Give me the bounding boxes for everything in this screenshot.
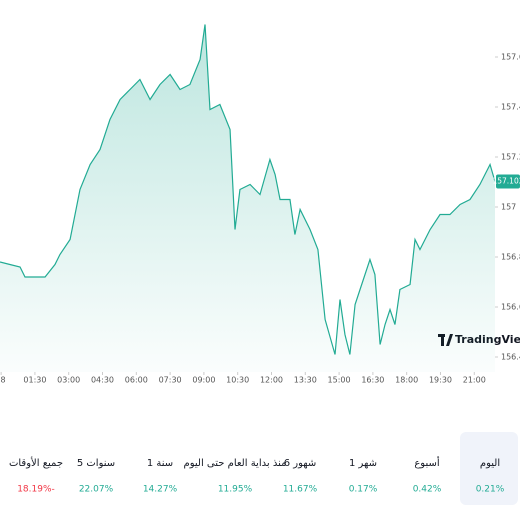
x-tick-label: 8 <box>0 376 5 385</box>
x-tick-label: 21:00 <box>463 376 486 385</box>
x-tick-label: 18:00 <box>395 376 418 385</box>
x-tick-label: 03:00 <box>57 376 80 385</box>
period-label[interactable]: أسبوع <box>414 456 440 469</box>
period-label[interactable]: اليوم <box>480 458 500 469</box>
x-tick-label: 12:00 <box>260 376 283 385</box>
x-tick-label: 01:30 <box>23 376 46 385</box>
x-tick-label: 09:00 <box>192 376 215 385</box>
period-label[interactable]: جميع الأوقات <box>9 456 63 469</box>
x-tick-label: 13:30 <box>294 376 317 385</box>
period-label[interactable]: 6 شهور <box>284 458 317 469</box>
period-label[interactable]: 1 شهر <box>349 458 377 469</box>
line <box>0 24 496 355</box>
y-tick-label: 157 <box>501 203 516 212</box>
x-tick-label: 15:00 <box>328 376 351 385</box>
y-tick-label: 156.80 <box>501 253 520 262</box>
period-change: 14.27% <box>143 485 178 495</box>
period-label[interactable]: 1 سنة <box>147 458 173 469</box>
x-tick-label: 04:30 <box>91 376 114 385</box>
y-tick-label: 157.20 <box>501 153 520 162</box>
y-tick-label: 156.60 <box>501 303 520 312</box>
x-tick-label: 07:30 <box>159 376 182 385</box>
y-tick-label: 156.40 <box>501 353 520 362</box>
period-change: 18.19%- <box>17 485 55 495</box>
x-tick-label: 10:30 <box>226 376 249 385</box>
period-change: 0.17% <box>349 485 378 495</box>
price-label: 157.102 <box>492 177 520 186</box>
period-change: 11.95% <box>218 485 253 495</box>
x-tick-label: 06:00 <box>125 376 148 385</box>
period-change: 0.42% <box>413 485 442 495</box>
selected-tab[interactable] <box>460 432 518 505</box>
x-tick-label: 19:30 <box>429 376 452 385</box>
period-label[interactable]: منذ بداية العام حتى اليوم <box>184 458 287 469</box>
period-change: 0.21% <box>476 485 505 495</box>
price-tag <box>496 174 520 189</box>
y-tick-label: 157.60 <box>501 53 520 62</box>
area-fill <box>0 24 495 372</box>
period-change: 22.07% <box>79 485 114 495</box>
y-tick-label: 157.40 <box>501 103 520 112</box>
period-change: 11.67% <box>283 485 318 495</box>
x-tick-label: 16:30 <box>361 376 384 385</box>
period-label[interactable]: 5 سنوات <box>77 458 115 469</box>
